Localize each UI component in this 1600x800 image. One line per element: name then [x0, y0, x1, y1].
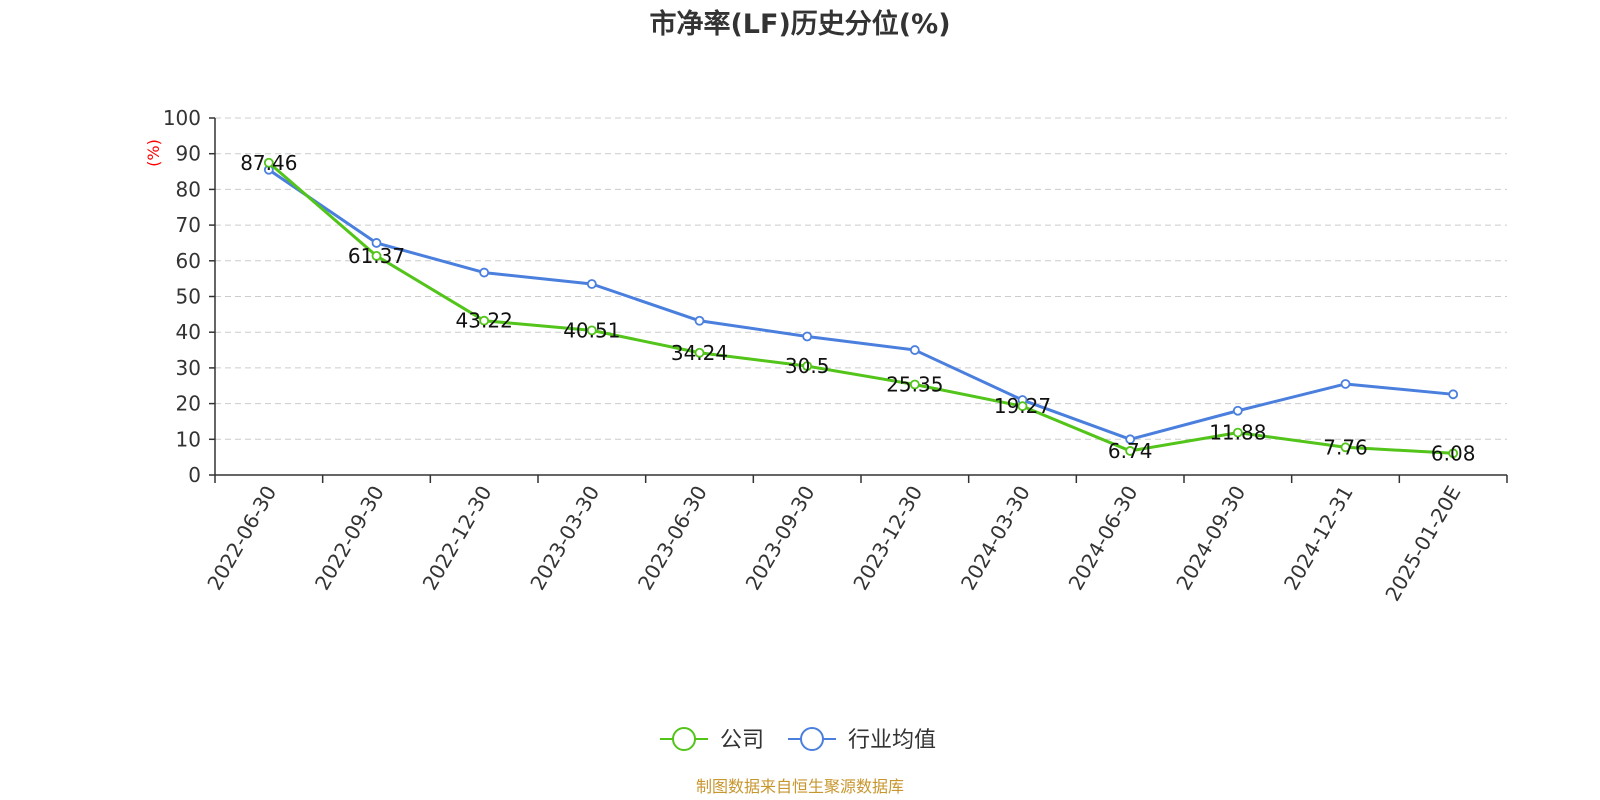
- series-point[interactable]: [1125, 434, 1136, 445]
- legend-marker: [672, 727, 696, 751]
- y-tick-label: 60: [176, 249, 201, 273]
- y-tick-label: 0: [188, 463, 201, 487]
- series-point[interactable]: [802, 331, 813, 342]
- data-label: 25.35: [886, 373, 943, 397]
- series-point[interactable]: [371, 238, 382, 248]
- source-note: 制图数据来自恒生聚源数据库: [696, 777, 904, 796]
- data-label: 87.46: [240, 151, 297, 175]
- chart-title: 市净率(LF)历史分位(%): [649, 8, 950, 40]
- x-tick-label: 2023-06-30: [633, 482, 712, 595]
- y-tick-label: 20: [176, 392, 201, 416]
- data-label: 11.88: [1209, 421, 1266, 445]
- series-point[interactable]: [1340, 442, 1351, 453]
- x-tick-label: 2022-09-30: [310, 482, 389, 595]
- legend-label: 行业均值: [848, 728, 936, 753]
- series-point[interactable]: [1232, 405, 1243, 416]
- legend-item[interactable]: 行业均值: [788, 727, 936, 753]
- series-point[interactable]: [371, 251, 382, 261]
- x-tick-label: 2023-03-30: [525, 482, 604, 595]
- x-tick-label: 2023-09-30: [741, 482, 820, 595]
- series-point[interactable]: [479, 315, 490, 326]
- series-line: [267, 161, 1454, 455]
- legend-marker: [800, 727, 824, 751]
- data-label: 34.24: [671, 341, 728, 365]
- data-label: 61.37: [348, 244, 405, 268]
- x-tick-label: 2022-06-30: [202, 482, 281, 595]
- data-label: 7.76: [1323, 435, 1368, 459]
- axes: 0 10 20 30 40 50 60 70 80 90 100 2022-06-30 2022-09-…: [163, 106, 1508, 606]
- y-tick-label: 90: [176, 142, 201, 166]
- y-tick-label: 50: [176, 285, 201, 309]
- y-tick-label: 70: [176, 213, 201, 237]
- grid: [215, 117, 1507, 440]
- x-tick-label: 2024-06-30: [1064, 482, 1143, 595]
- y-tick-label: 30: [176, 356, 201, 380]
- series-point[interactable]: [586, 279, 597, 289]
- series-point[interactable]: [1017, 401, 1028, 412]
- data-label: 6.08: [1431, 441, 1476, 465]
- y-tick-label: 40: [176, 320, 201, 344]
- data-label: 43.22: [456, 309, 513, 333]
- y-tick-label: 80: [176, 177, 201, 201]
- x-tick-label: 2024-12-31: [1279, 482, 1358, 595]
- x-tick-label: 2024-03-30: [956, 482, 1035, 595]
- series-point[interactable]: [1448, 389, 1459, 400]
- series-point[interactable]: [802, 361, 813, 372]
- series-point[interactable]: [586, 325, 597, 336]
- series: [263, 157, 1459, 459]
- series-point[interactable]: [1340, 379, 1351, 389]
- y-tick-label: 100: [163, 106, 201, 130]
- legend-label: 公司: [720, 728, 764, 753]
- series-point[interactable]: [694, 315, 705, 326]
- series-point[interactable]: [909, 379, 920, 390]
- data-labels: 87.46 61.37 43.22 40.51 34.24 30.5 25.35 19.27 6…: [240, 151, 1475, 466]
- y-tick-label: 10: [176, 427, 201, 451]
- series-line: [267, 168, 1454, 441]
- x-tick-label: 2025-01-20E: [1380, 482, 1465, 606]
- data-label: 6.74: [1108, 439, 1153, 463]
- legend-item[interactable]: 公司: [660, 727, 764, 753]
- data-label: 40.51: [563, 318, 620, 342]
- series-point[interactable]: [1125, 446, 1136, 456]
- series-point[interactable]: [909, 345, 920, 355]
- x-tick-label: 2024-09-30: [1171, 482, 1250, 595]
- x-tick-label: 2023-12-30: [848, 481, 927, 594]
- series-point[interactable]: [694, 347, 705, 358]
- data-label: 19.27: [994, 394, 1051, 418]
- data-label: 30.5: [785, 354, 830, 378]
- series-point[interactable]: [479, 267, 490, 278]
- legend[interactable]: 公司 行业均值: [660, 727, 936, 753]
- series-point[interactable]: [1232, 427, 1243, 438]
- series-point[interactable]: [1448, 448, 1459, 459]
- y-axis-label: (%): [144, 139, 163, 167]
- series-point[interactable]: [263, 157, 274, 168]
- x-tick-label: 2022-12-30: [418, 481, 497, 594]
